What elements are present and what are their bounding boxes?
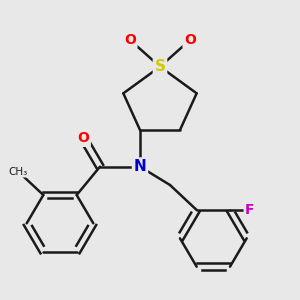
Text: F: F (245, 203, 255, 217)
Text: CH₃: CH₃ (9, 167, 28, 177)
Text: O: O (184, 33, 196, 47)
Text: O: O (124, 33, 136, 47)
Text: N: N (134, 159, 146, 174)
Text: O: O (77, 131, 89, 145)
Text: S: S (154, 59, 166, 74)
